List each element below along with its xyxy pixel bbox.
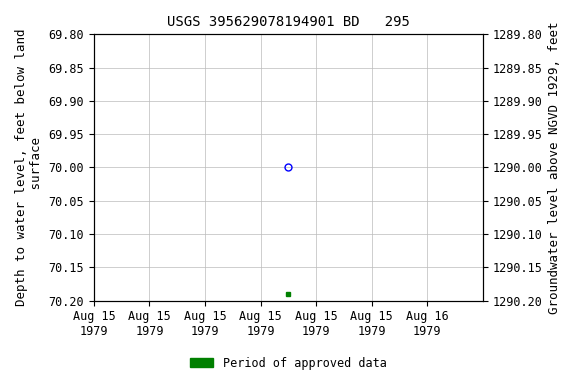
Title: USGS 395629078194901 BD   295: USGS 395629078194901 BD 295 bbox=[167, 15, 410, 29]
Y-axis label: Groundwater level above NGVD 1929, feet: Groundwater level above NGVD 1929, feet bbox=[548, 21, 561, 314]
Legend: Period of approved data: Period of approved data bbox=[185, 352, 391, 374]
Y-axis label: Depth to water level, feet below land
 surface: Depth to water level, feet below land su… bbox=[15, 29, 43, 306]
